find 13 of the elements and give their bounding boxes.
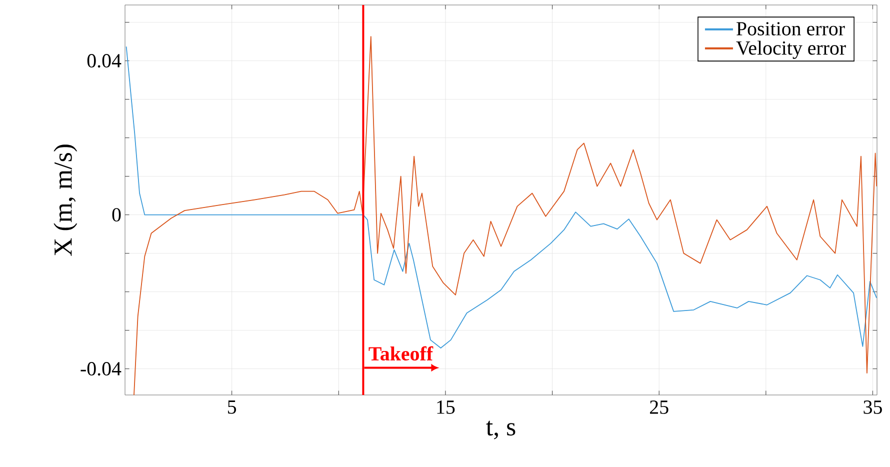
y-axis-title: X (m, m/s): [54, 144, 78, 256]
x-tick-label: 35: [864, 400, 882, 414]
annotation: Takeoff: [368, 346, 434, 361]
line-series: [134, 36, 878, 395]
x-tick-label: 25: [650, 400, 668, 414]
y-tick-label: 0.04: [87, 54, 122, 68]
legend-label: Position error: [736, 22, 845, 36]
x-axis-title: t, s: [486, 420, 516, 440]
legend-label: Velocity error: [736, 40, 846, 59]
y-tick-label: 0: [112, 208, 121, 222]
x-tick-label: 5: [228, 400, 236, 414]
x-tick-label: 15: [437, 400, 455, 414]
y-tick-label: -0.04: [80, 362, 122, 376]
